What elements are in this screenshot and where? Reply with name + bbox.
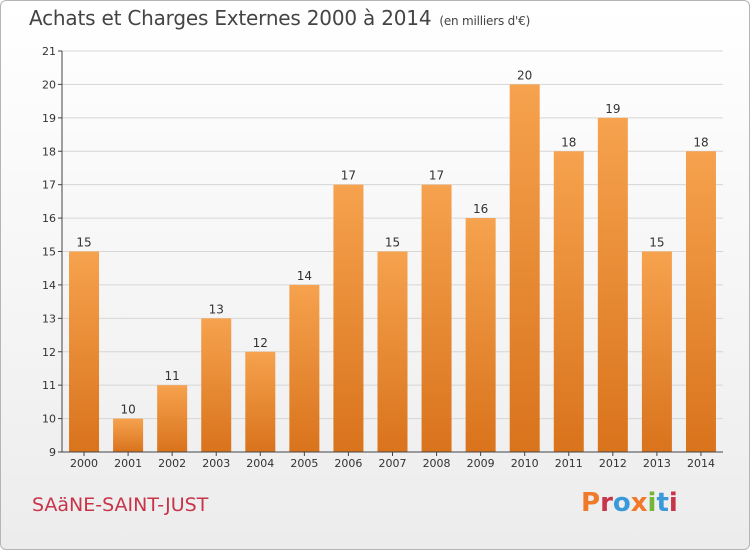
y-tick-label: 20 <box>42 78 56 91</box>
data-label: 18 <box>693 135 708 149</box>
y-tick-label: 16 <box>42 212 56 225</box>
commune-name: SAäNE-SAINT-JUST <box>32 494 209 516</box>
data-label: 13 <box>209 302 224 316</box>
data-label: 11 <box>165 369 180 383</box>
chart-title-text: Achats et Charges Externes 2000 à 2014 <box>29 6 432 30</box>
y-tick-label: 18 <box>42 145 56 158</box>
bar <box>113 418 144 452</box>
logo-letter: i <box>668 488 678 518</box>
bar <box>685 151 716 452</box>
y-tick-label: 17 <box>42 179 56 192</box>
x-tick-label: 2012 <box>599 457 627 470</box>
data-label: 16 <box>473 202 488 216</box>
bar <box>289 284 320 452</box>
x-tick-label: 2013 <box>643 457 671 470</box>
data-label: 15 <box>76 236 91 250</box>
x-tick-label: 2014 <box>687 457 715 470</box>
y-tick-label: 14 <box>42 279 56 292</box>
data-label: 19 <box>605 102 620 116</box>
data-label: 12 <box>253 336 268 350</box>
data-label: 17 <box>429 169 444 183</box>
bar <box>553 151 584 452</box>
bar <box>641 251 672 452</box>
x-tick-label: 2000 <box>70 457 98 470</box>
y-tick-label: 13 <box>42 312 56 325</box>
x-tick-label: 2003 <box>202 457 230 470</box>
x-tick-label: 2006 <box>334 457 362 470</box>
x-tick-label: 2007 <box>379 457 407 470</box>
bar <box>509 84 540 453</box>
axes <box>58 50 723 456</box>
y-tick-label: 12 <box>42 346 56 359</box>
bar <box>333 184 364 452</box>
x-tick-label: 2005 <box>290 457 318 470</box>
x-tick-label: 2002 <box>158 457 186 470</box>
chart-title: Achats et Charges Externes 2000 à 2014 (e… <box>29 6 530 30</box>
bar <box>245 351 276 452</box>
x-tick-label: 2004 <box>246 457 274 470</box>
bar <box>465 218 496 452</box>
x-tick-label: 2011 <box>555 457 583 470</box>
x-tick-label: 2009 <box>467 457 495 470</box>
y-tick-label: 10 <box>42 413 56 426</box>
y-tick-label: 11 <box>42 379 56 392</box>
logo-letter: o <box>612 488 631 518</box>
proxiti-logo[interactable]: Proxiti <box>581 488 678 518</box>
data-label: 15 <box>649 236 664 250</box>
bar <box>377 251 408 452</box>
bar <box>157 385 188 452</box>
x-tick-label: 2008 <box>423 457 451 470</box>
logo-letter: t <box>656 488 669 518</box>
labels: 9 10 11 12 13 14 15 16 17 18 19 20 21 15 2000 10 2001 11 2… <box>42 45 715 470</box>
bars <box>69 84 716 453</box>
y-tick-label: 15 <box>42 246 56 259</box>
bar <box>201 318 232 452</box>
logo-letter: P <box>581 488 601 518</box>
logo-letter: x <box>630 488 648 518</box>
data-label: 20 <box>517 68 532 82</box>
data-label: 14 <box>297 269 312 283</box>
chart-unit: (en milliers d'€) <box>439 14 531 28</box>
logo-letter: i <box>647 488 657 518</box>
data-label: 10 <box>120 403 135 417</box>
bar <box>69 251 100 452</box>
data-label: 15 <box>385 236 400 250</box>
data-label: 18 <box>561 135 576 149</box>
y-tick-label: 9 <box>49 446 56 459</box>
y-tick-label: 21 <box>42 45 56 58</box>
logo-letter: r <box>600 488 613 518</box>
bar <box>597 117 628 452</box>
data-label: 17 <box>341 169 356 183</box>
x-tick-label: 2010 <box>511 457 539 470</box>
x-tick-label: 2001 <box>114 457 142 470</box>
y-tick-label: 19 <box>42 112 56 125</box>
bar <box>421 184 452 452</box>
